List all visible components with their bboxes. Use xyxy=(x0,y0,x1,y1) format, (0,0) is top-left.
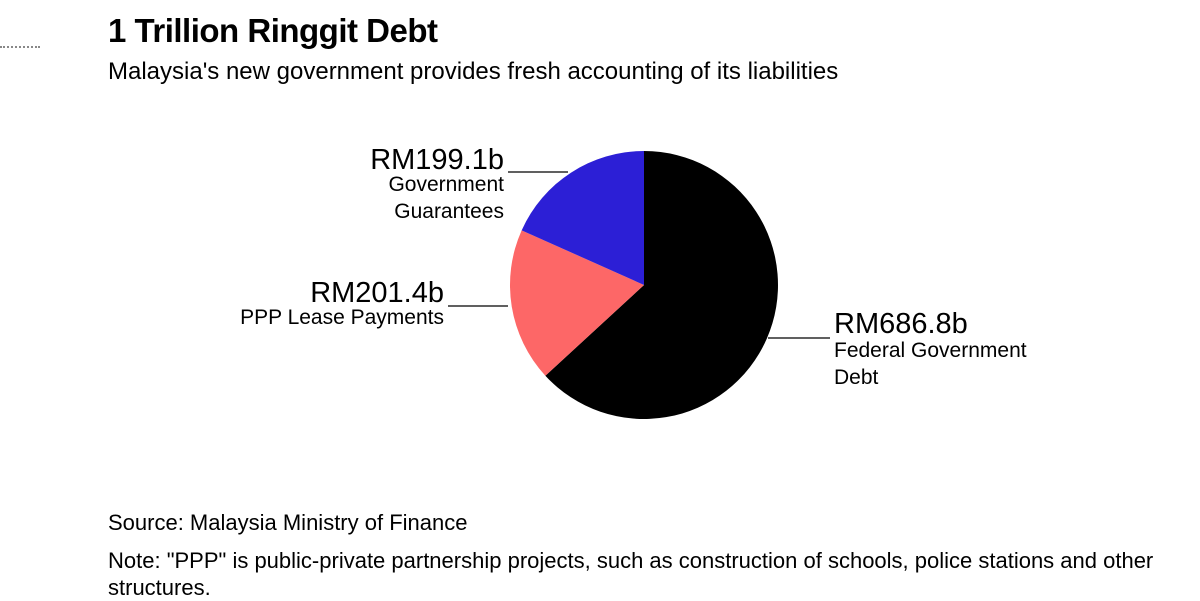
pie-slice-government-guarantees xyxy=(521,151,644,285)
dotted-rule xyxy=(0,46,40,48)
value-label-government-guarantees: RM199.1b xyxy=(370,144,504,176)
chart-note: Note: "PPP" is public-private partnershi… xyxy=(108,548,1154,600)
category-label-government-guarantees: Guarantees xyxy=(394,200,504,223)
chart-source: Source: Malaysia Ministry of Finance xyxy=(108,510,468,535)
chart-title: 1 Trillion Ringgit Debt xyxy=(108,12,438,49)
pie-slice-ppp-lease-payments xyxy=(509,230,644,376)
pie-slice-federal-government-debt xyxy=(545,151,778,419)
chart-subtitle: Malaysia's new government provides fresh… xyxy=(108,58,839,85)
category-label-government-guarantees: Government xyxy=(388,173,504,196)
value-label-ppp-lease-payments: RM201.4b xyxy=(310,277,444,309)
category-label-ppp-lease-payments: PPP Lease Payments xyxy=(240,306,444,329)
category-label-federal-government-debt: Federal Government xyxy=(834,339,1027,362)
category-label-federal-government-debt: Debt xyxy=(834,366,879,389)
value-label-federal-government-debt: RM686.8b xyxy=(834,308,968,340)
